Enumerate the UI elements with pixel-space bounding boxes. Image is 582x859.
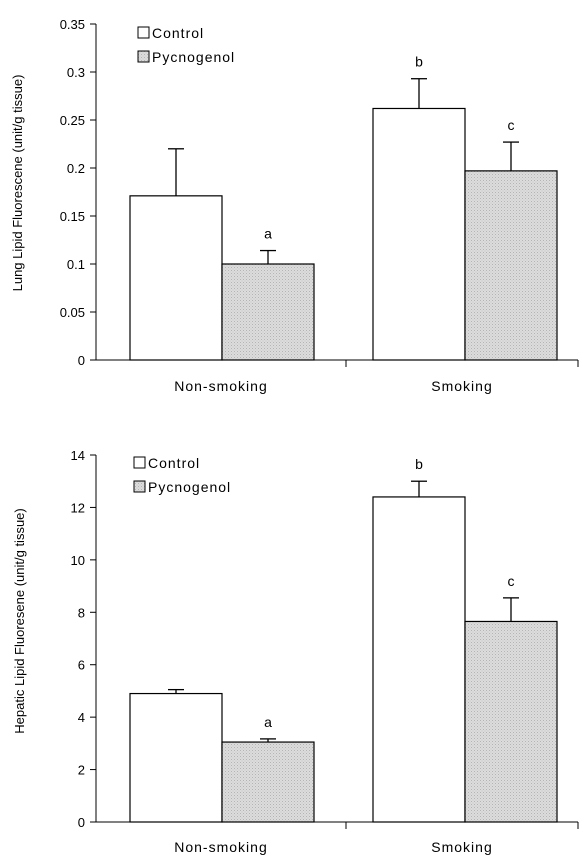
- hepatic-bar-control-smoking: [372, 496, 466, 823]
- lung-chart: Lung Lipid Fluorescene (unit/g tissue) 0…: [10, 17, 579, 394]
- lung-legend-label-control: Control: [152, 25, 204, 41]
- hepatic-significance-label: b: [415, 456, 423, 472]
- lung-significance-label: b: [415, 54, 423, 70]
- hepatic-bars: b a c: [129, 456, 558, 823]
- hepatic-significance-label: a: [264, 714, 272, 730]
- lung-y-tick-label: 0.05: [60, 305, 85, 320]
- hepatic-bar-control-non-smoking: [129, 692, 223, 823]
- hepatic-x-label-non-smoking: Non-smoking: [174, 839, 267, 855]
- lung-y-tick-label: 0.25: [60, 113, 85, 128]
- hepatic-y-tick-label: 0: [78, 815, 85, 830]
- hepatic-y-tick-label: 10: [71, 553, 85, 568]
- lung-significance-label: c: [508, 117, 515, 133]
- hepatic-y-tick-label: 4: [78, 710, 85, 725]
- hepatic-legend-label-pycnogenol: Pycnogenol: [148, 479, 231, 495]
- hepatic-y-tick-label: 6: [78, 658, 85, 673]
- hepatic-x-label-smoking: Smoking: [431, 839, 492, 855]
- hepatic-chart: Hepatic Lipid Fluoresene (unit/g tissue)…: [12, 448, 579, 855]
- lung-x-label-smoking: Smoking: [431, 378, 492, 394]
- lung-bars: b a c: [129, 54, 558, 361]
- hepatic-legend: Control Pycnogenol: [133, 455, 231, 495]
- lung-legend-swatch-pycnogenol: [137, 50, 150, 63]
- lung-y-tick-label: 0: [78, 353, 85, 368]
- lung-y-tick-label: 0.2: [67, 161, 85, 176]
- lung-legend-label-pycnogenol: Pycnogenol: [152, 49, 235, 65]
- hepatic-y-ticks: 0 2 4 6 8 10 12 14: [71, 448, 96, 830]
- hepatic-y-tick-label: 2: [78, 763, 85, 778]
- hepatic-significance-label: c: [508, 573, 515, 589]
- lung-legend-swatch-control: [137, 26, 150, 39]
- hepatic-y-axis-label: Hepatic Lipid Fluoresene (unit/g tissue): [12, 508, 27, 733]
- lung-y-tick-label: 0.1: [67, 257, 85, 272]
- lung-y-ticks: 0 0.05 0.1 0.15 0.2 0.25 0.3 0.35: [60, 17, 96, 368]
- lung-x-label-non-smoking: Non-smoking: [174, 378, 267, 394]
- hepatic-bar-pycnogenol-non-smoking: [221, 741, 315, 823]
- lung-y-axis-label: Lung Lipid Fluorescene (unit/g tissue): [10, 75, 25, 292]
- lung-bar-control-smoking: [372, 107, 466, 361]
- hepatic-legend-swatch-control: [133, 456, 146, 469]
- hepatic-y-tick-label: 14: [71, 448, 85, 463]
- hepatic-bar-pycnogenol-smoking: [464, 620, 558, 823]
- hepatic-legend-label-control: Control: [148, 455, 200, 471]
- hepatic-y-tick-label: 8: [78, 605, 85, 620]
- lung-significance-label: a: [264, 226, 272, 242]
- lung-y-tick-label: 0.15: [60, 209, 85, 224]
- lung-y-tick-label: 0.35: [60, 17, 85, 32]
- hepatic-legend-swatch-pycnogenol: [133, 480, 146, 493]
- hepatic-y-tick-label: 12: [71, 500, 85, 515]
- lung-bar-control-non-smoking: [129, 195, 223, 361]
- lung-bar-pycnogenol-smoking: [464, 170, 558, 361]
- lung-bar-pycnogenol-non-smoking: [221, 263, 315, 361]
- lung-legend: Control Pycnogenol: [137, 25, 235, 65]
- lung-y-tick-label: 0.3: [67, 65, 85, 80]
